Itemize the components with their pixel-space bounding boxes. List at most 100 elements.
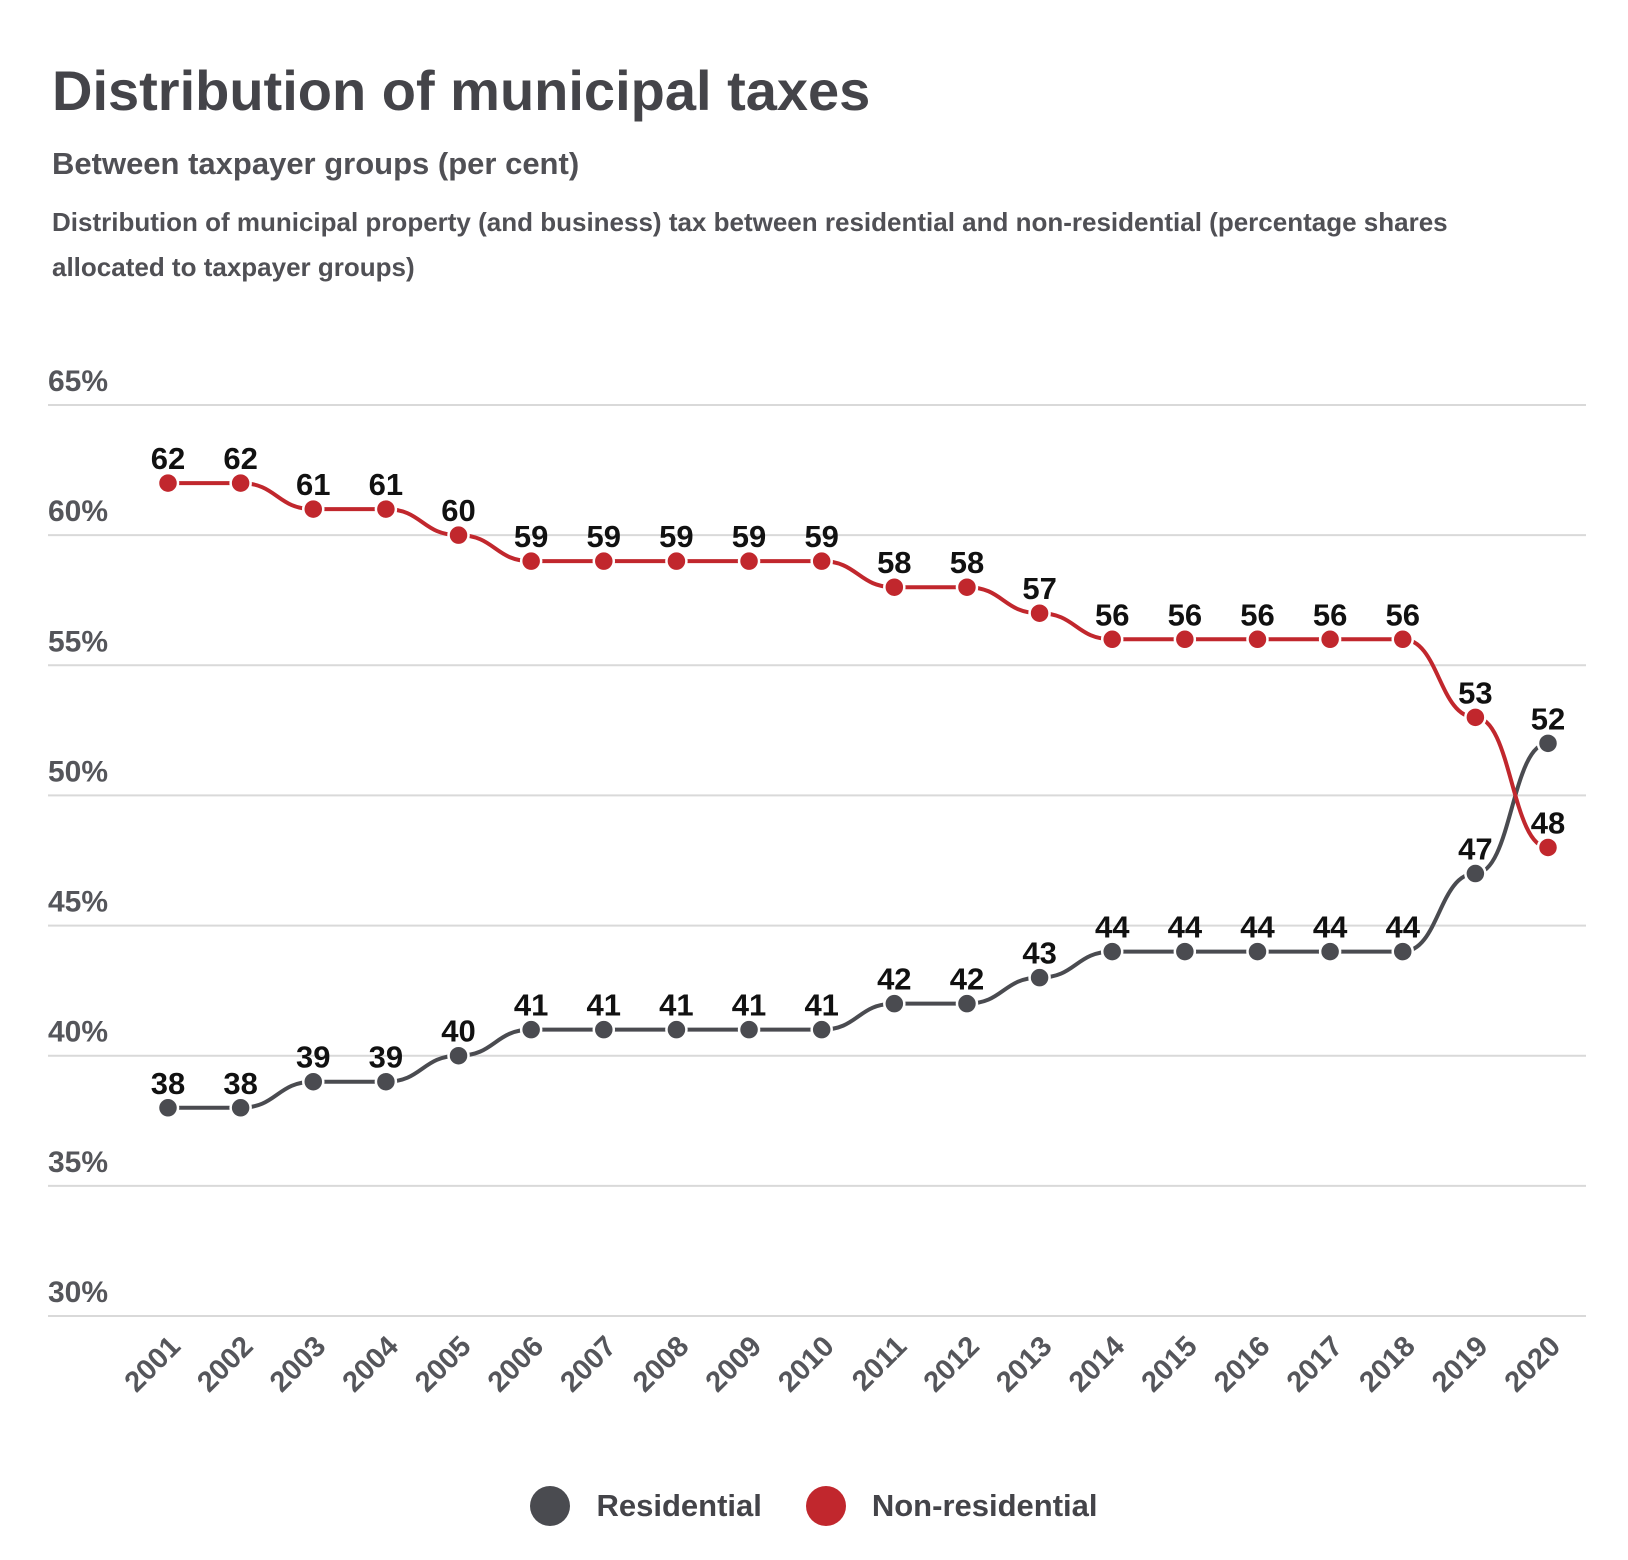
data-point-residential[interactable]	[374, 1070, 398, 1093]
data-point-residential[interactable]	[519, 1018, 543, 1041]
data-label: 47	[1458, 832, 1492, 867]
x-tick-label: 2004	[337, 1330, 405, 1398]
data-labels: 38 38 39 39 40 41 41 41 41 41 42 42 43 44 44 44 44 44 47 52…	[151, 441, 1565, 1101]
x-tick-label: 2008	[627, 1330, 695, 1398]
series-non-residential	[156, 471, 1560, 859]
data-label: 40	[441, 1014, 475, 1049]
data-point-non-residential[interactable]	[1318, 628, 1342, 651]
data-label: 42	[877, 962, 911, 997]
data-label: 56	[1095, 597, 1129, 632]
data-point-residential[interactable]	[665, 1018, 688, 1041]
x-tick-label: 2019	[1426, 1330, 1494, 1398]
x-tick-label: 2002	[191, 1330, 259, 1398]
x-tick-label: 2012	[918, 1330, 986, 1398]
data-point-residential[interactable]	[447, 1044, 470, 1067]
data-label: 39	[369, 1040, 403, 1075]
data-point-residential[interactable]	[1100, 940, 1124, 963]
legend: Residential Non-residential	[0, 1486, 1628, 1526]
data-point-residential[interactable]	[737, 1018, 761, 1041]
x-tick-label: 2014	[1063, 1330, 1131, 1398]
data-point-non-residential[interactable]	[1391, 628, 1414, 651]
data-point-non-residential[interactable]	[374, 497, 398, 521]
data-point-residential[interactable]	[883, 992, 906, 1015]
data-point-non-residential[interactable]	[156, 471, 180, 495]
data-point-non-residential[interactable]	[1100, 628, 1124, 651]
data-point-non-residential[interactable]	[1028, 601, 1051, 625]
data-label: 59	[804, 519, 838, 554]
data-label: 60	[441, 493, 475, 528]
data-point-non-residential[interactable]	[1464, 706, 1487, 729]
x-tick-label: 2009	[700, 1330, 768, 1398]
x-tick-label: 2001	[119, 1330, 187, 1398]
y-tick-label: 45%	[48, 886, 108, 919]
data-point-non-residential[interactable]	[1246, 628, 1269, 651]
data-point-residential[interactable]	[1536, 732, 1560, 755]
legend-label-non-residential: Non-residential	[871, 1488, 1098, 1523]
x-tick-label: 2016	[1208, 1330, 1276, 1398]
data-point-non-residential[interactable]	[302, 497, 325, 521]
data-point-non-residential[interactable]	[810, 549, 833, 573]
data-label: 41	[732, 988, 766, 1023]
data-label: 44	[1240, 910, 1275, 945]
x-tick-label: 2018	[1353, 1330, 1421, 1398]
x-tick-label: 2007	[554, 1330, 622, 1398]
data-label: 43	[1022, 936, 1056, 971]
gridlines	[48, 404, 1586, 1317]
chart-description: Distribution of municipal property (and …	[52, 207, 1448, 282]
data-point-residential[interactable]	[1464, 862, 1487, 885]
y-tick-label: 50%	[48, 755, 108, 788]
data-point-non-residential[interactable]	[447, 523, 470, 547]
series-residential	[156, 732, 1560, 1120]
data-point-residential[interactable]	[1028, 966, 1051, 989]
data-point-residential[interactable]	[1318, 940, 1342, 963]
legend-item-non-residential[interactable]: Non-residential	[805, 1486, 1098, 1526]
data-point-residential[interactable]	[955, 992, 979, 1015]
data-label: 44	[1095, 910, 1130, 945]
x-tick-label: 2017	[1281, 1330, 1349, 1398]
y-tick-label: 35%	[48, 1146, 108, 1179]
data-point-residential[interactable]	[810, 1018, 833, 1041]
y-tick-label: 65%	[48, 365, 108, 398]
data-point-residential[interactable]	[1173, 940, 1197, 963]
data-point-non-residential[interactable]	[883, 575, 906, 599]
x-tick-label: 2010	[772, 1330, 840, 1398]
data-label: 57	[1022, 571, 1056, 606]
data-label: 52	[1531, 701, 1565, 736]
data-point-non-residential[interactable]	[592, 549, 616, 573]
y-tick-label: 30%	[48, 1276, 108, 1309]
legend-label-residential: Residential	[596, 1488, 762, 1523]
data-point-non-residential[interactable]	[1173, 628, 1197, 651]
data-point-non-residential[interactable]	[519, 549, 543, 573]
data-label: 59	[587, 519, 621, 554]
data-label: 38	[223, 1066, 257, 1101]
data-label: 58	[877, 545, 911, 580]
data-point-non-residential[interactable]	[737, 549, 761, 573]
data-point-residential[interactable]	[1246, 940, 1269, 963]
data-point-residential[interactable]	[229, 1096, 252, 1120]
x-tick-label: 2011	[846, 1330, 913, 1397]
data-point-residential[interactable]	[592, 1018, 616, 1041]
data-label: 62	[223, 441, 257, 476]
data-point-non-residential[interactable]	[665, 549, 688, 573]
data-label: 48	[1531, 805, 1565, 840]
y-axis-tick-labels: 30% 35% 40% 45% 50% 55% 60% 65%	[48, 365, 108, 1309]
data-label: 42	[950, 962, 984, 997]
data-point-non-residential[interactable]	[229, 471, 252, 495]
data-label: 59	[659, 519, 693, 554]
data-point-residential[interactable]	[156, 1096, 180, 1120]
chart-title: Distribution of municipal taxes	[52, 59, 871, 122]
data-label: 39	[296, 1040, 330, 1075]
data-point-residential[interactable]	[1391, 940, 1414, 963]
data-label: 41	[659, 988, 693, 1023]
data-point-non-residential[interactable]	[1536, 836, 1560, 859]
data-label: 44	[1168, 910, 1203, 945]
legend-item-residential[interactable]: Residential	[530, 1486, 762, 1526]
data-point-non-residential[interactable]	[955, 575, 979, 599]
x-axis-tick-labels: 2001 2002 2003 2004 2005 2006 2007 2008 2009 2010…	[119, 1330, 1567, 1398]
data-label: 41	[587, 988, 621, 1023]
data-label: 44	[1313, 910, 1348, 945]
data-point-residential[interactable]	[302, 1070, 325, 1093]
x-tick-label: 2006	[482, 1330, 550, 1398]
legend-swatch-residential	[530, 1486, 571, 1526]
